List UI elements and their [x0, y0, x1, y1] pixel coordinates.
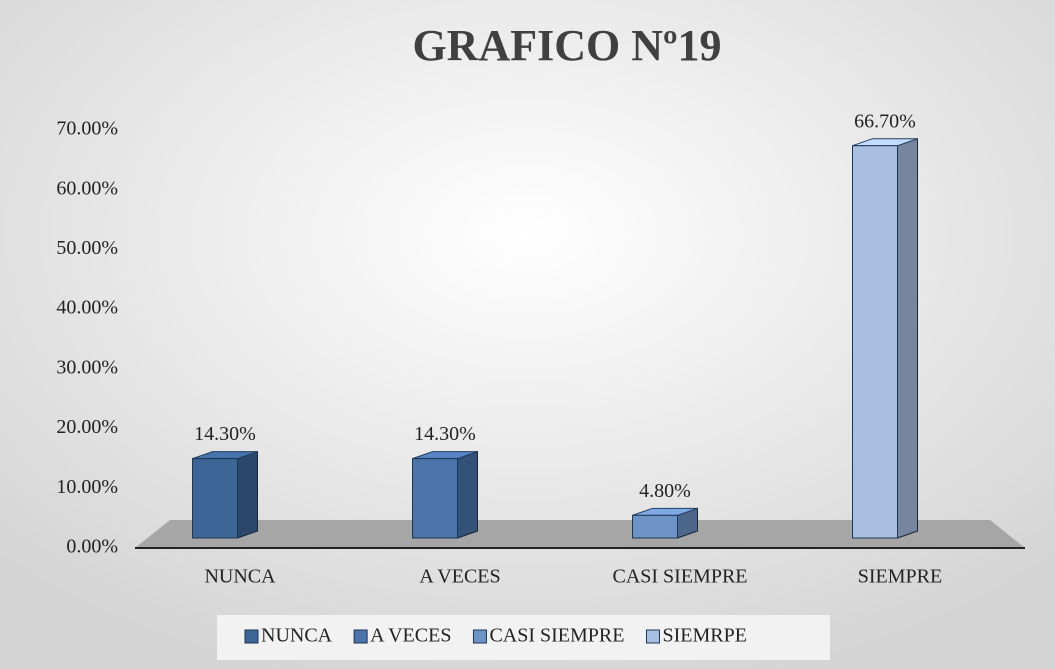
legend-box [217, 615, 830, 660]
bar-front [852, 145, 898, 539]
legend-label: A VECES [370, 625, 451, 647]
legend-swatch [472, 629, 487, 644]
y-tick-label: 40.00% [56, 297, 118, 319]
x-tick-label: NUNCA [204, 566, 276, 588]
data-label: 14.30% [414, 423, 476, 445]
x-tick-label: SIEMPRE [858, 566, 942, 588]
bar [632, 507, 698, 539]
bar [192, 450, 258, 539]
y-tick-label: 10.00% [56, 476, 118, 498]
y-tick-label: 70.00% [56, 118, 118, 140]
bar-side [237, 450, 258, 539]
legend-swatch [353, 629, 368, 644]
y-tick-label: 0.00% [66, 536, 118, 558]
bar-front [632, 514, 678, 539]
legend-label: CASI SIEMPRE [489, 625, 624, 647]
y-tick-label: 50.00% [56, 237, 118, 259]
y-tick-label: 20.00% [56, 416, 118, 438]
data-label: 4.80% [639, 480, 691, 502]
data-label: 66.70% [854, 110, 916, 132]
floor [135, 520, 1025, 548]
legend-swatch [645, 629, 660, 644]
bar-front [412, 458, 458, 539]
bar-front [192, 458, 238, 539]
bar [412, 450, 478, 539]
bar-side [897, 138, 918, 539]
x-tick-label: CASI SIEMPRE [612, 566, 747, 588]
bar-side [457, 450, 478, 539]
y-tick-label: 60.00% [56, 177, 118, 199]
legend-label: SIEMRPE [662, 625, 746, 647]
x-tick-label: A VECES [419, 566, 500, 588]
y-tick-label: 30.00% [56, 356, 118, 378]
legend-label: NUNCA [261, 625, 333, 647]
data-label: 14.30% [194, 423, 256, 445]
chart-title: GRAFICO Nº19 [412, 21, 721, 70]
bar [852, 138, 918, 539]
legend-swatch [244, 629, 259, 644]
